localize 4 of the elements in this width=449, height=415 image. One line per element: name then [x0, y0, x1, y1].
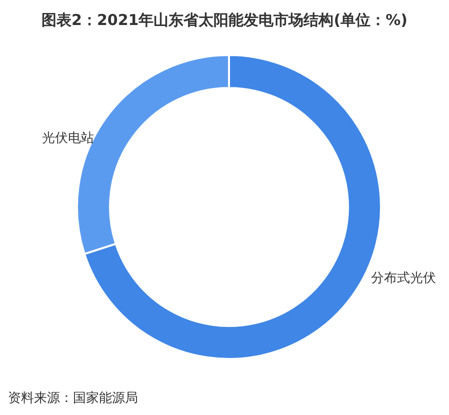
slice-label: 光伏电站 [42, 131, 94, 146]
chart-title: 图表2：2021年山东省太阳能发电市场结构(单位：%) [42, 11, 408, 29]
slice-label: 分布式光伏 [371, 271, 436, 286]
text: 资料来源：国家能源局 [8, 390, 138, 406]
